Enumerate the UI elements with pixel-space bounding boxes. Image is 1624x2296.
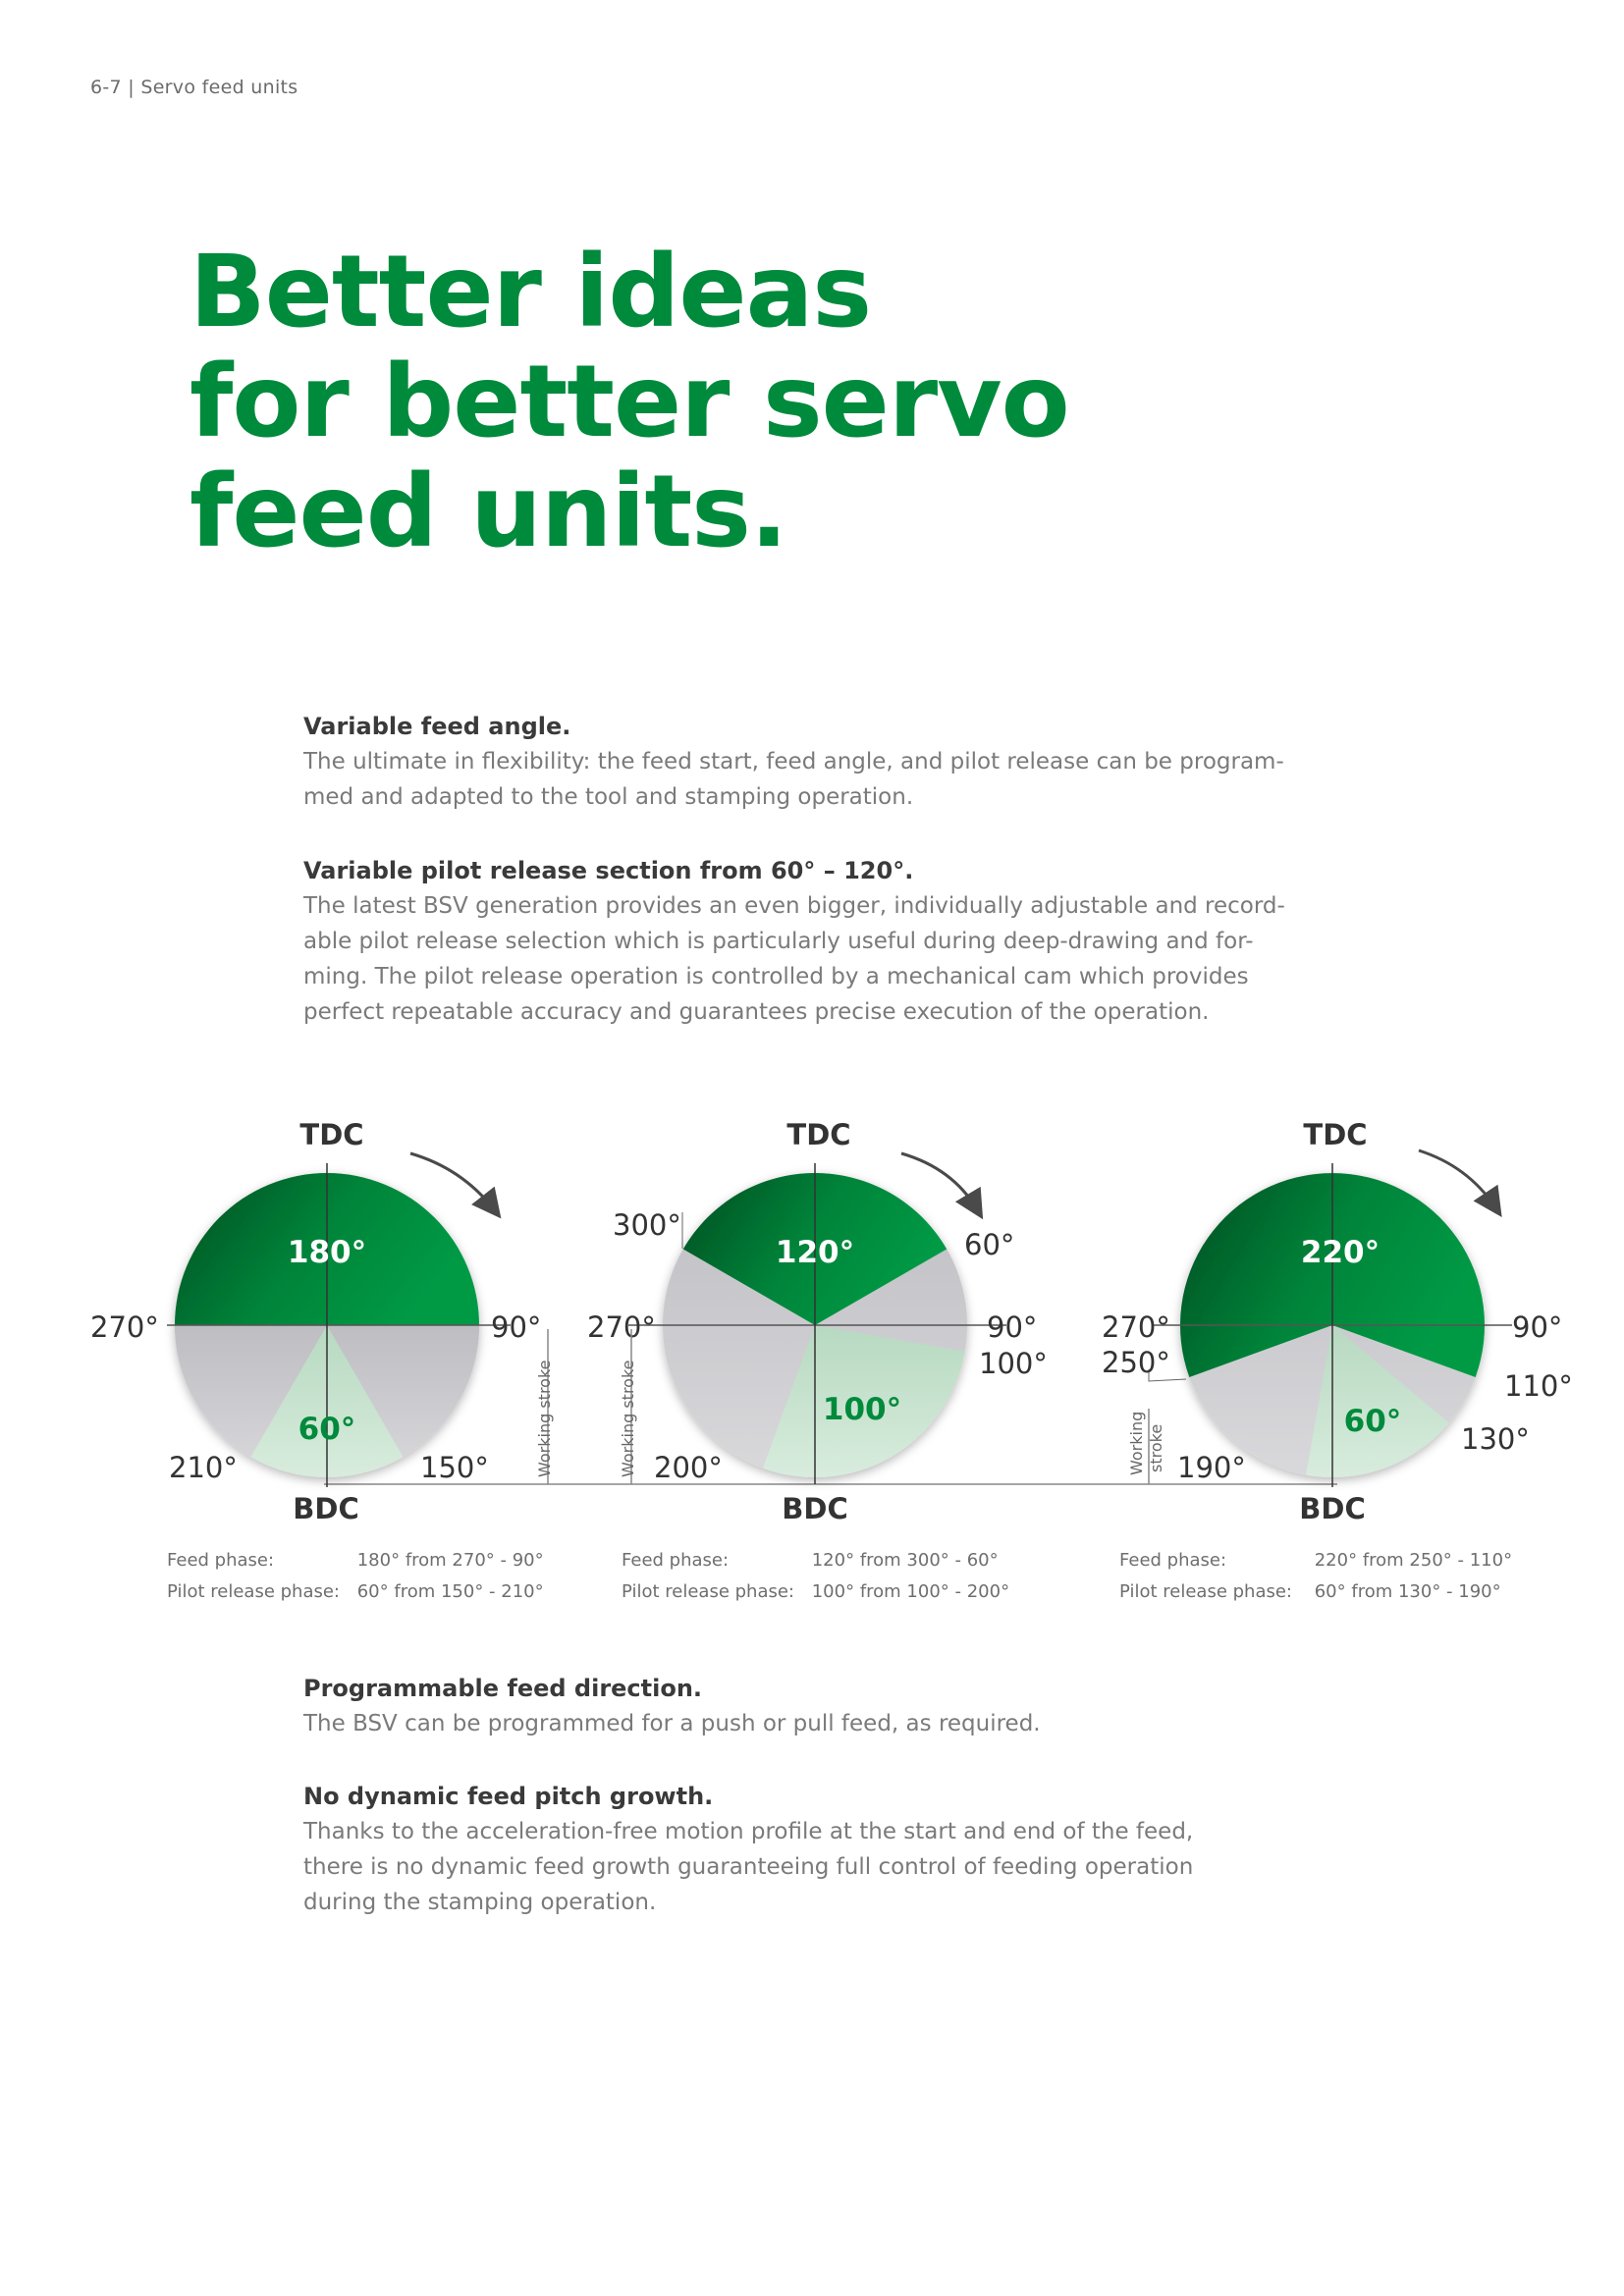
headline-line-2: for better servo <box>189 344 1070 460</box>
legend-pilot-row: Pilot release phase: 60° from 150° - 210… <box>167 1576 544 1608</box>
diagram-3-working-stroke-line-1: Working <box>1127 1412 1146 1475</box>
diagram-3-legend: Feed phase: 220° from 250° - 110° Pilot … <box>1119 1545 1512 1608</box>
legend-feed-value: 120° from 300° - 60° <box>811 1550 999 1571</box>
diagram-3-pilot-sector <box>1306 1325 1449 1477</box>
legend-feed-value: 180° from 270° - 90° <box>356 1550 544 1571</box>
diagram-1-angle-210: 210° <box>169 1451 238 1484</box>
legend-pilot-value: 100° from 100° - 200° <box>811 1581 1010 1602</box>
section-title: Variable feed angle. <box>303 713 571 740</box>
diagram-1-bdc-label: BDC <box>293 1492 358 1525</box>
legend-feed-row: Feed phase: 120° from 300° - 60° <box>622 1545 1009 1576</box>
diagram-2-angle-300: 300° <box>613 1208 681 1242</box>
diagram-2-bdc-label: BDC <box>782 1492 847 1525</box>
diagram-3-angle-270: 270° <box>1102 1310 1170 1344</box>
diagram-3-feed-value: 220° <box>1301 1235 1380 1270</box>
diagram-2-legend: Feed phase: 120° from 300° - 60° Pilot r… <box>622 1545 1009 1608</box>
header-divider: | <box>128 77 141 98</box>
legend-pilot-label: Pilot release phase: <box>622 1581 794 1602</box>
headline-line-1: Better ideas <box>189 234 872 350</box>
headline-line-3: feed units. <box>189 454 788 570</box>
diagram-2: TDC BDC 120° 100° 300° 60° 270° 90° 100°… <box>587 1118 1048 1525</box>
body-line: during the stamping operation. <box>303 1890 657 1915</box>
legend-feed-label: Feed phase: <box>622 1550 730 1571</box>
body-line: perfect repeatable accuracy and guarante… <box>303 999 1210 1025</box>
section-title: Programmable feed direction. <box>303 1675 703 1702</box>
section-variable-feed-angle: Variable feed angle. The ultimate in fle… <box>303 709 1284 815</box>
body-line: able pilot release selection which is pa… <box>303 929 1254 954</box>
section-title: No dynamic feed pitch growth. <box>303 1783 714 1810</box>
section-body: The BSV can be programmed for a push or … <box>303 1706 1226 1741</box>
section-programmable-feed-direction: Programmable feed direction. The BSV can… <box>303 1671 1226 1741</box>
diagram-2-working-stroke: Working stroke <box>619 1360 637 1477</box>
diagram-1-tdc-label: TDC <box>299 1118 363 1151</box>
section-variable-pilot-release: Variable pilot release section from 60° … <box>303 853 1285 1030</box>
body-line: The latest BSV generation provides an ev… <box>303 893 1285 919</box>
legend-pilot-row: Pilot release phase: 100° from 100° - 20… <box>622 1576 1009 1608</box>
legend-pilot-value: 60° from 150° - 210° <box>356 1581 544 1602</box>
diagram-1-angle-150: 150° <box>420 1451 489 1484</box>
diagram-2-pilot-sector <box>763 1325 965 1477</box>
diagram-2-angle-200: 200° <box>654 1451 723 1484</box>
diagram-2-pilot-value: 100° <box>823 1392 901 1427</box>
diagram-2-feed-value: 120° <box>776 1235 854 1270</box>
legend-feed-label: Feed phase: <box>1119 1550 1227 1571</box>
section-body: The ultimate in flexibility: the feed st… <box>303 744 1284 815</box>
diagram-3-bdc-label: BDC <box>1299 1492 1365 1525</box>
diagram-2-angle-100: 100° <box>979 1347 1048 1380</box>
diagram-1: TDC BDC 180° 60° 270° 90° 150° 210° Work… <box>90 1118 554 1525</box>
body-line: there is no dynamic feed growth guarante… <box>303 1854 1194 1880</box>
body-line: Thanks to the acceleration-free motion p… <box>303 1819 1194 1844</box>
diagram-3-tdc-label: TDC <box>1303 1118 1367 1151</box>
legend-feed-label: Feed phase: <box>167 1550 275 1571</box>
diagram-3-angle-130: 130° <box>1461 1422 1530 1456</box>
body-line: The ultimate in flexibility: the feed st… <box>303 749 1284 774</box>
diagram-3-angle-110: 110° <box>1504 1369 1573 1403</box>
section-title: Variable pilot release section from 60° … <box>303 857 914 884</box>
diagram-3-250-leader <box>1148 1369 1187 1382</box>
diagram-2-angle-60: 60° <box>964 1228 1014 1261</box>
legend-feed-value: 220° from 250° - 110° <box>1314 1550 1513 1571</box>
diagram-2-angle-270: 270° <box>587 1310 656 1344</box>
section-no-dynamic-feed-pitch-growth: No dynamic feed pitch growth. Thanks to … <box>303 1779 1226 1920</box>
diagram-3: TDC BDC 220° 60° 270° 250° 90° 110° 130°… <box>1102 1118 1573 1525</box>
diagram-3-working-stroke-line-2: stroke <box>1147 1424 1165 1472</box>
page-header: 6-7 | Servo feed units <box>90 77 298 98</box>
feed-phase-diagrams: TDC BDC 180° 60° 270° 90° 150° 210° Work… <box>90 1118 1573 1525</box>
legend-feed-row: Feed phase: 220° from 250° - 110° <box>1119 1545 1512 1576</box>
diagram-1-rotation-arrow <box>409 1151 502 1219</box>
header-section: Servo feed units <box>140 77 298 98</box>
diagram-3-angle-90: 90° <box>1512 1310 1562 1344</box>
diagram-3-pilot-value: 60° <box>1344 1404 1402 1439</box>
body-line: The BSV can be programmed for a push or … <box>303 1711 1041 1736</box>
diagram-1-pilot-value: 60° <box>298 1412 356 1447</box>
section-body: Thanks to the acceleration-free motion p… <box>303 1814 1226 1920</box>
diagram-1-legend: Feed phase: 180° from 270° - 90° Pilot r… <box>167 1545 544 1608</box>
page-number: 6-7 <box>90 77 122 98</box>
diagram-3-angle-190: 190° <box>1177 1451 1246 1484</box>
legend-pilot-value: 60° from 130° - 190° <box>1314 1581 1501 1602</box>
diagram-1-angle-90: 90° <box>491 1310 541 1344</box>
diagram-3-angle-250: 250° <box>1102 1346 1170 1379</box>
diagram-3-rotation-arrow <box>1418 1148 1502 1217</box>
section-body: The latest BSV generation provides an ev… <box>303 888 1285 1030</box>
diagram-1-angle-270: 270° <box>90 1310 159 1344</box>
legend-pilot-label: Pilot release phase: <box>1119 1581 1292 1602</box>
diagram-2-rotation-arrow <box>900 1151 984 1220</box>
body-line: med and adapted to the tool and stamping… <box>303 784 914 810</box>
diagram-2-tdc-label: TDC <box>786 1118 850 1151</box>
legend-pilot-row: Pilot release phase: 60° from 130° - 190… <box>1119 1576 1512 1608</box>
diagram-2-angle-90: 90° <box>987 1310 1037 1344</box>
page-headline: Better ideas for better servo feed units… <box>189 234 1070 570</box>
legend-feed-row: Feed phase: 180° from 270° - 90° <box>167 1545 544 1576</box>
body-line: ming. The pilot release operation is con… <box>303 964 1249 989</box>
legend-pilot-label: Pilot release phase: <box>167 1581 340 1602</box>
diagram-1-feed-value: 180° <box>288 1235 366 1270</box>
diagram-1-working-stroke: Working stroke <box>535 1360 554 1477</box>
